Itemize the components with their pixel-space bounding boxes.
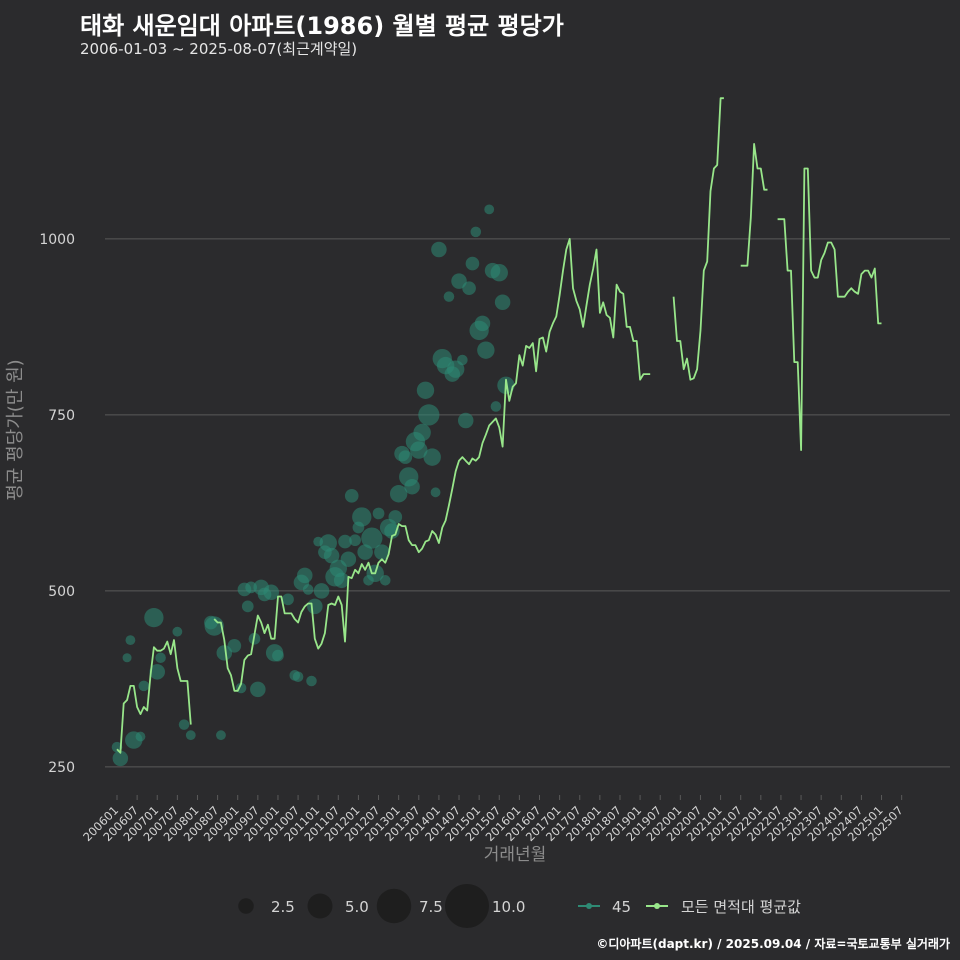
- bubble-point: [250, 681, 266, 698]
- bubble-point: [155, 652, 166, 664]
- bubble-series: [111, 204, 515, 767]
- bubble-point: [135, 731, 146, 742]
- legend-key-45-dot: [586, 903, 592, 909]
- legend-label-45: 45: [612, 898, 631, 916]
- bubble-point: [297, 567, 313, 584]
- bubble-point: [172, 626, 183, 637]
- average-line-segment: [672, 97, 724, 381]
- bubble-point: [292, 671, 304, 683]
- bubble-point: [178, 719, 190, 730]
- bubble-point: [352, 507, 372, 527]
- bubble-point: [112, 750, 129, 767]
- bubble-point: [470, 226, 482, 238]
- bubble-point: [344, 489, 359, 503]
- size-legend-dot: [376, 888, 412, 924]
- chart-title: 태화 새운임대 아파트(1986) 월별 평균 평당가: [80, 12, 564, 40]
- size-legend-label: 2.5: [271, 898, 295, 916]
- bubble-point: [216, 730, 226, 741]
- bubble-point: [138, 680, 150, 692]
- bubble-point: [204, 616, 224, 636]
- bubble-point: [494, 294, 511, 311]
- size-legend-dot: [445, 884, 489, 928]
- average-line-segment: [777, 167, 882, 452]
- y-tick-label: 250: [48, 760, 75, 776]
- y-tick-label: 1000: [39, 232, 75, 248]
- bubble-point: [374, 544, 390, 560]
- bubble-point: [372, 507, 385, 520]
- bubble-point: [338, 534, 352, 549]
- bubble-point: [423, 448, 441, 466]
- bubble-point: [465, 256, 480, 271]
- bubble-point: [313, 583, 330, 599]
- source-credit: ©디아파트(dapt.kr) / 2025.09.04 / 자료=국토교통부 실…: [596, 937, 950, 951]
- bubble-point: [457, 354, 468, 366]
- size-legend-dot: [238, 898, 254, 914]
- size-legend-dot: [307, 893, 333, 919]
- bubble-point: [443, 291, 455, 302]
- bubble-point: [144, 607, 164, 628]
- bubble-point: [388, 510, 403, 524]
- bubble-point: [416, 381, 435, 399]
- bubble-point: [398, 450, 413, 464]
- x-tick-labels: 2006012006072007012007072008012008072009…: [80, 795, 906, 844]
- bubble-point: [185, 730, 196, 741]
- bubble-point: [227, 638, 242, 653]
- bubble-point: [302, 584, 314, 595]
- y-tick-labels: 250 500 750 1000: [39, 232, 75, 776]
- bubble-point: [272, 649, 284, 662]
- bubble-point: [319, 534, 337, 552]
- chart-subtitle: 2006-01-03 ~ 2025-08-07(최근계약일): [80, 40, 358, 58]
- bubble-point: [282, 593, 294, 606]
- bubble-point: [125, 635, 136, 646]
- bubble-point: [490, 264, 508, 282]
- bubble-point: [307, 598, 323, 615]
- bubble-point: [340, 551, 357, 567]
- bubble-point: [474, 315, 491, 332]
- bubble-point: [413, 423, 431, 442]
- legend: 2.5 5.0 7.5 10.0 45 모든 면적대 평균값: [238, 884, 801, 928]
- size-legend-label: 5.0: [345, 898, 369, 916]
- grid-lines: [105, 238, 950, 768]
- size-legend-label: 7.5: [419, 898, 443, 916]
- bubble-point: [389, 485, 408, 503]
- bubble-point: [462, 281, 476, 296]
- bubble-point: [361, 527, 383, 549]
- y-tick-label: 750: [48, 408, 75, 424]
- bubble-point: [430, 487, 441, 498]
- bubble-point: [431, 241, 447, 258]
- average-line-segment: [213, 237, 651, 692]
- average-line-segment: [116, 639, 192, 754]
- size-legend-label: 10.0: [492, 898, 525, 916]
- x-axis-label: 거래년월: [483, 845, 547, 865]
- bubble-point: [457, 412, 474, 429]
- legend-label-avg: 모든 면적대 평균값: [681, 898, 801, 916]
- bubble-point: [404, 478, 420, 495]
- bubble-point: [122, 653, 132, 663]
- bubble-point: [149, 664, 165, 680]
- bubble-point: [111, 741, 123, 753]
- bubble-point: [241, 600, 254, 613]
- bubble-point: [333, 572, 350, 589]
- bubble-point: [349, 534, 361, 547]
- y-tick-label: 500: [48, 584, 75, 600]
- bubble-point: [451, 273, 467, 289]
- line-series: [116, 97, 882, 754]
- bubble-point: [477, 341, 495, 359]
- bubble-point: [379, 575, 391, 586]
- bubble-point: [323, 547, 340, 564]
- bubble-point: [446, 360, 465, 378]
- bubble-point: [306, 675, 317, 687]
- bubble-point: [216, 645, 233, 661]
- legend-key-avg-dot: [654, 903, 660, 909]
- average-line-segment: [740, 142, 768, 267]
- bubble-point: [418, 404, 440, 426]
- bubble-point: [263, 584, 279, 601]
- bubble-point: [410, 441, 428, 459]
- bubble-point: [484, 204, 495, 215]
- bubble-point: [490, 401, 502, 412]
